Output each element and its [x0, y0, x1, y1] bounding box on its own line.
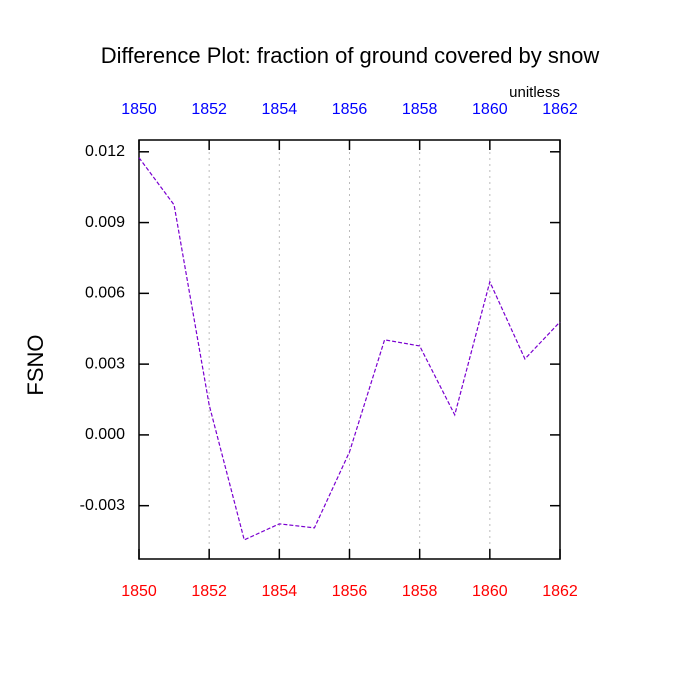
top-tick-label: 1860 [472, 101, 508, 118]
plot-frame [138, 139, 561, 560]
y-tick-label: -0.003 [80, 497, 125, 514]
y-tick-label: 0.012 [85, 143, 125, 160]
y-axis-label: FSNO [23, 334, 48, 395]
chart-title: Difference Plot: fraction of ground cove… [101, 43, 600, 68]
x-tick-label: 1852 [191, 583, 227, 600]
top-tick-label: 1862 [542, 101, 578, 118]
x-tick-label: 1856 [332, 583, 368, 600]
y-tick-label: 0.009 [85, 214, 125, 231]
x-tick-label: 1858 [402, 583, 438, 600]
x-tick-label: 1850 [121, 583, 157, 600]
top-tick-label: 1856 [332, 101, 368, 118]
top-tick-label: 1852 [191, 101, 227, 118]
x-tick-label: 1862 [542, 583, 578, 600]
top-tick-label: 1854 [262, 101, 298, 118]
top-tick-label: 1858 [402, 101, 438, 118]
y-tick-label: 0.003 [85, 355, 125, 372]
chart-subtitle: unitless [509, 84, 560, 101]
data-line [138, 157, 561, 541]
top-tick-label: 1850 [121, 101, 157, 118]
x-tick-label: 1860 [472, 583, 508, 600]
y-tick-label: 0.000 [85, 426, 125, 443]
x-tick-label: 1854 [262, 583, 298, 600]
y-tick-label: 0.006 [85, 285, 125, 302]
